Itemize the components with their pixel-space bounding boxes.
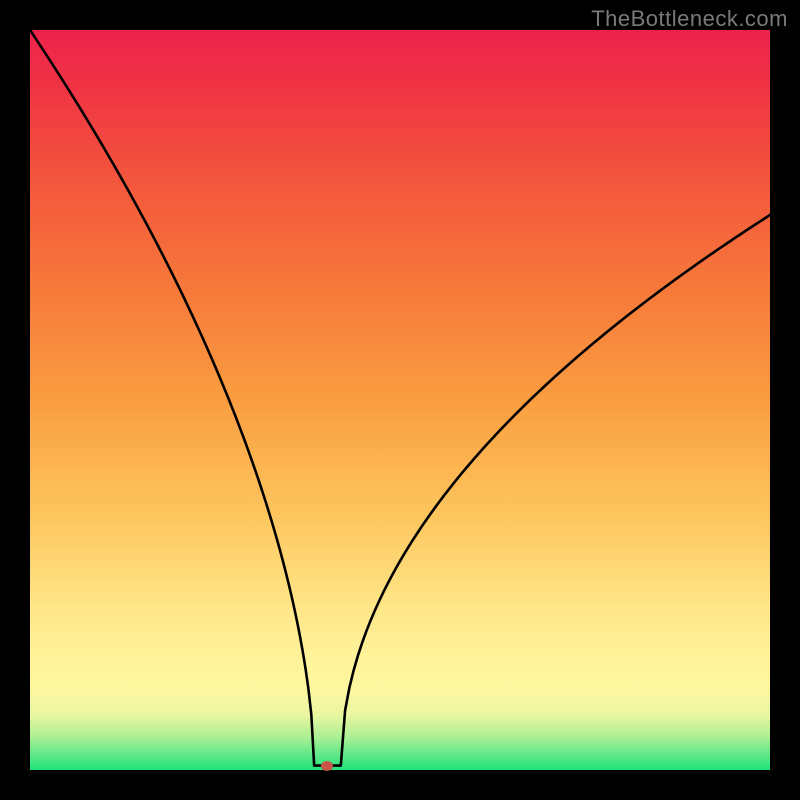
curve-path <box>30 30 770 766</box>
plot-area <box>30 30 770 770</box>
chart-canvas: TheBottleneck.com <box>0 0 800 800</box>
bottleneck-curve <box>30 30 770 770</box>
vertex-marker <box>319 759 335 773</box>
watermark-text: TheBottleneck.com <box>591 6 788 32</box>
vertex-marker-dot <box>321 761 333 771</box>
